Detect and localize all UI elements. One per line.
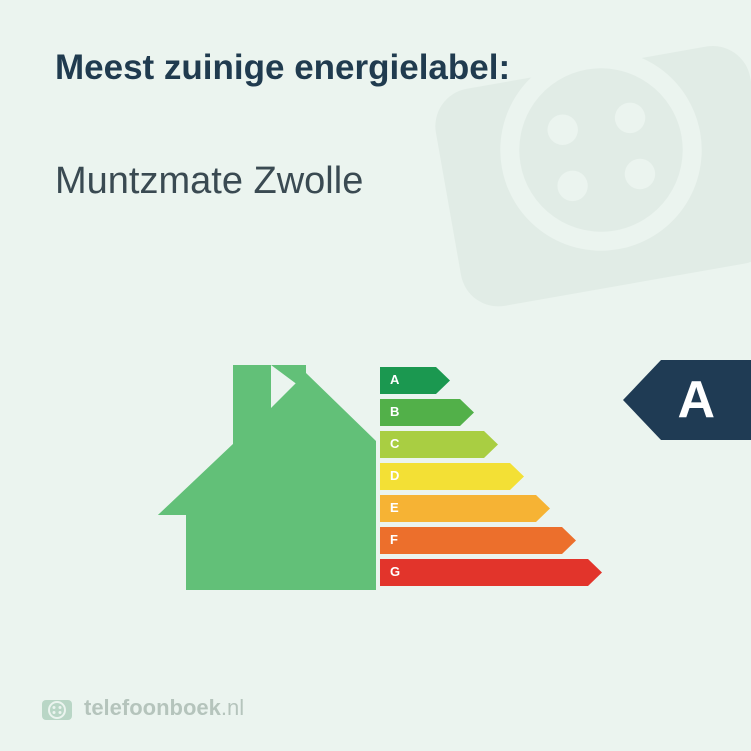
footer-text: telefoonboek.nl [84, 695, 244, 721]
bar-label: F [390, 532, 398, 547]
bar-label: G [390, 564, 400, 579]
energy-label-chart: A B C D E F G [158, 360, 598, 610]
brand-bold: telefoonboek [84, 695, 221, 720]
house-icon [158, 365, 376, 590]
rating-body: A [661, 360, 751, 440]
brand-suffix: .nl [221, 695, 244, 720]
bar-label: B [390, 404, 399, 419]
bar-shape [380, 527, 576, 554]
location-name: Muntzmate Zwolle [55, 160, 363, 203]
bar-shape [380, 463, 524, 490]
bar-shape [380, 495, 550, 522]
bar-shape [380, 559, 602, 586]
bar-label: D [390, 468, 399, 483]
rolodex-icon [40, 691, 74, 725]
bar-label: E [390, 500, 399, 515]
rating-letter: A [677, 370, 715, 430]
bar-label: A [390, 372, 399, 387]
rating-badge: A [623, 360, 751, 440]
footer-brand: telefoonboek.nl [40, 691, 244, 725]
bar-label: C [390, 436, 399, 451]
rating-arrow-icon [623, 360, 661, 440]
page-title: Meest zuinige energielabel: [55, 48, 510, 88]
